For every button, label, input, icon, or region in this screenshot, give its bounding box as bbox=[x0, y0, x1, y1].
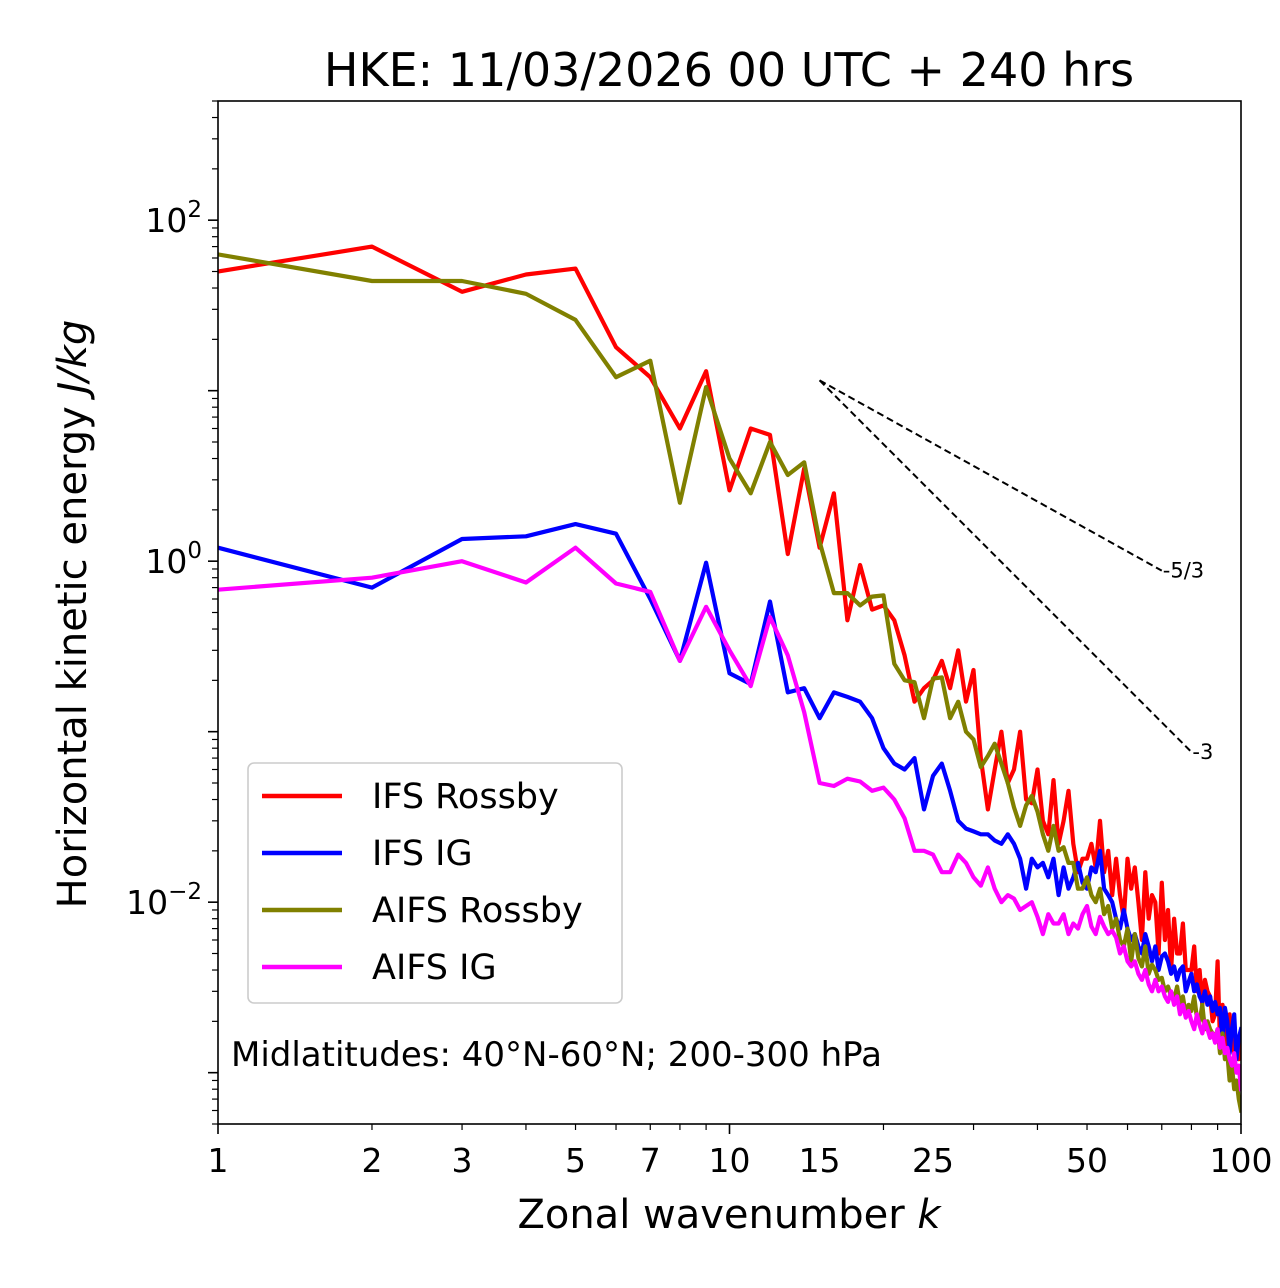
x-tick-label: 10 bbox=[709, 1141, 751, 1180]
region-annotation: Midlatitudes: 40°N-60°N; 200-300 hPa bbox=[231, 1035, 882, 1075]
legend-label: IFS Rossby bbox=[372, 777, 559, 817]
legend-label: AIFS IG bbox=[372, 948, 497, 988]
x-axis-label: Zonal wavenumber k bbox=[517, 1192, 942, 1238]
series-line-aifs-ig bbox=[218, 545, 1241, 1092]
y-tick-exponent: −2 bbox=[168, 879, 202, 905]
x-axis-label-text: Zonal wavenumber bbox=[517, 1192, 917, 1238]
reference-slopes: -5/3 -3 bbox=[818, 379, 1213, 764]
y-axis-label-unit: J/kg bbox=[50, 320, 96, 401]
reference-slope-label: -5/3 bbox=[1163, 559, 1204, 583]
axes-ticks bbox=[208, 100, 1242, 1134]
x-tick-label: 100 bbox=[1210, 1141, 1273, 1180]
x-tick-label: 3 bbox=[452, 1141, 473, 1180]
x-axis-label-unit: k bbox=[917, 1192, 942, 1238]
y-tick-base: 10 bbox=[126, 883, 168, 922]
plot-frame bbox=[217, 100, 1242, 1125]
x-tick-label: 2 bbox=[361, 1141, 382, 1180]
legend-label: IFS IG bbox=[372, 834, 473, 874]
x-tick-label: 5 bbox=[565, 1141, 586, 1180]
chart-title: HKE: 11/03/2026 00 UTC + 240 hrs bbox=[324, 43, 1134, 97]
x-tick-label: 25 bbox=[912, 1141, 954, 1180]
y-axis-label: Horizontal kinetic energy J/kg bbox=[50, 320, 96, 909]
series-line-aifs-rossby bbox=[218, 252, 1241, 1113]
legend-label: AIFS Rossby bbox=[372, 891, 583, 931]
y-tick-exponent: 0 bbox=[187, 538, 202, 564]
legend: IFS Rossby IFS IG AIFS Rossby AIFS IG bbox=[247, 762, 623, 1004]
series-line-ifs-rossby bbox=[218, 244, 1241, 1062]
x-tick-labels: 1 2 3 5 7 10 15 25 50 100 bbox=[208, 1141, 1273, 1180]
x-tick-label: 1 bbox=[208, 1141, 229, 1180]
x-tick-label: 15 bbox=[799, 1141, 841, 1180]
y-tick-base: 10 bbox=[145, 542, 187, 581]
legend-box bbox=[247, 762, 623, 1004]
y-tick-label: 10−2 bbox=[126, 879, 202, 922]
reference-slope-label: -3 bbox=[1192, 740, 1213, 764]
y-tick-exponent: 2 bbox=[187, 197, 202, 223]
x-tick-label: 7 bbox=[640, 1141, 661, 1180]
data-series bbox=[218, 244, 1241, 1113]
y-tick-base: 10 bbox=[145, 201, 187, 240]
x-tick-label: 50 bbox=[1066, 1141, 1108, 1180]
y-axis-label-text: Horizontal kinetic energy bbox=[50, 394, 96, 909]
y-tick-label: 100 bbox=[145, 538, 202, 581]
y-tick-label: 102 bbox=[145, 197, 202, 240]
